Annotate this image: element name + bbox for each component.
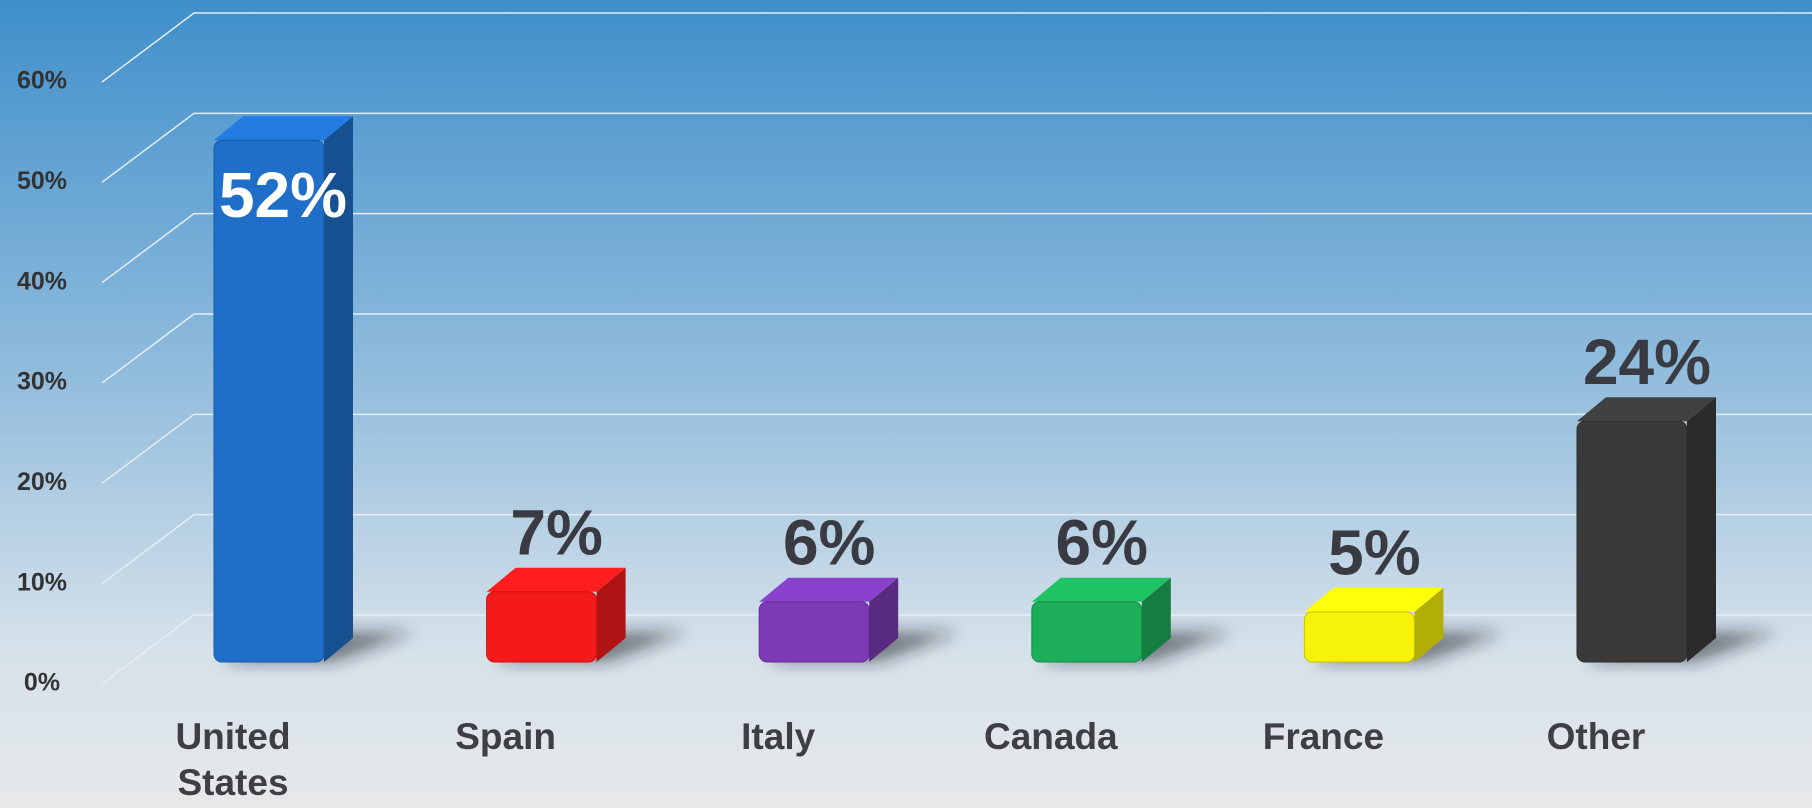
bar-top <box>486 567 626 592</box>
value-label: 6% <box>783 507 876 579</box>
bar-top <box>1031 577 1171 602</box>
y-tick-label: 10% <box>17 568 67 596</box>
bar <box>758 601 870 663</box>
y-tick-label: 0% <box>24 669 60 697</box>
y-tick-label: 30% <box>17 368 67 396</box>
bar-side <box>869 577 899 662</box>
y-tick-label: 40% <box>17 267 67 295</box>
x-tick-label: Canada <box>983 716 1118 757</box>
x-tick-label: United States <box>175 716 291 803</box>
value-label: 7% <box>510 497 603 569</box>
bar <box>486 591 598 663</box>
value-label: 6% <box>1056 507 1149 579</box>
bar-top <box>214 116 353 141</box>
x-tick-label: Spain <box>455 716 556 757</box>
grid-line <box>101 12 1812 83</box>
y-tick-label: 60% <box>17 67 67 95</box>
grid-line <box>101 112 1812 183</box>
value-label: 5% <box>1328 517 1421 589</box>
x-tick-label: Other <box>1546 716 1646 757</box>
bar <box>213 139 325 663</box>
bar-top <box>759 577 899 602</box>
bar <box>1031 601 1143 663</box>
bar-side <box>1141 577 1171 662</box>
grid-line <box>101 212 1812 284</box>
bar-top <box>1577 397 1716 422</box>
y-tick-label: 50% <box>17 167 67 195</box>
grid-line <box>101 413 1812 484</box>
y-tick-label: 20% <box>17 468 67 496</box>
bar <box>1303 611 1415 663</box>
bar-top <box>1304 587 1444 612</box>
value-label: 24% <box>1583 326 1711 398</box>
x-tick-label: France <box>1262 716 1385 757</box>
bar-side <box>324 116 353 663</box>
value-label: 52% <box>219 159 347 231</box>
grid-line <box>101 614 1812 685</box>
grid-line <box>101 513 1812 585</box>
grid-line <box>101 313 1812 384</box>
bar-side <box>1414 587 1444 662</box>
x-tick-label: Italy <box>741 716 816 757</box>
bar-side <box>1687 397 1716 662</box>
bar <box>1576 420 1688 663</box>
bar-side <box>596 567 626 662</box>
